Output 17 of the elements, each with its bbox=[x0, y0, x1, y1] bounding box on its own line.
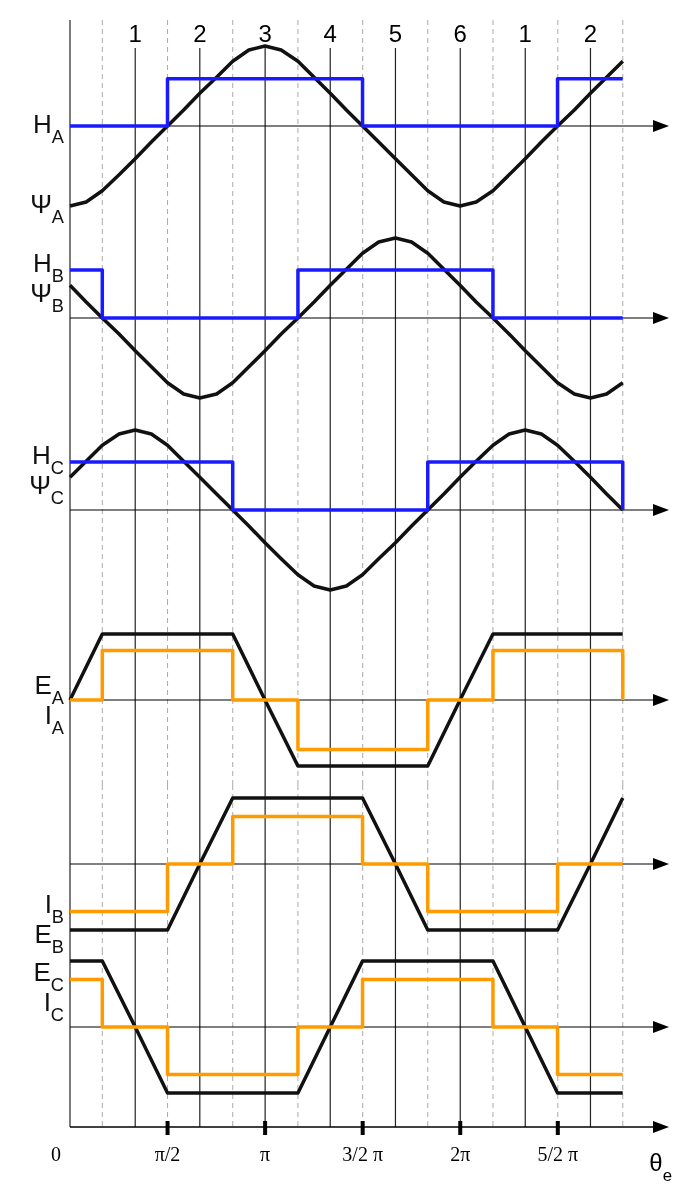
x-tick-label: 5/2 π bbox=[537, 1143, 579, 1165]
annotation: 6 bbox=[453, 20, 467, 47]
x-tick-label: 3/2 π bbox=[342, 1143, 384, 1165]
series-label: Ψ$_{A}$ bbox=[30, 189, 65, 227]
x-tick-label: π/2 bbox=[154, 1143, 181, 1165]
annotation: 3 bbox=[258, 20, 272, 47]
x-tick-label: 0 bbox=[51, 1143, 61, 1165]
annotation: 1 bbox=[518, 20, 532, 47]
x-axis-title: θ$_{e}$ bbox=[649, 1149, 672, 1185]
annotation: 2 bbox=[583, 20, 598, 47]
annotation: 5 bbox=[388, 20, 403, 47]
series-label: H$_{A}$ bbox=[33, 109, 65, 147]
x-tick-label: π bbox=[260, 1143, 271, 1165]
annotation: 1 bbox=[128, 20, 142, 47]
x-tick-label: 2π bbox=[450, 1143, 471, 1165]
annotation: 4 bbox=[323, 20, 337, 47]
annotation: 2 bbox=[193, 20, 207, 47]
